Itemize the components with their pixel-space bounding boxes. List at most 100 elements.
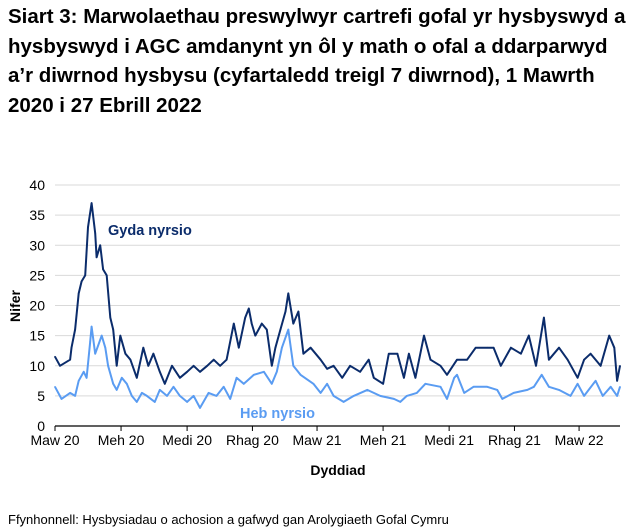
data-point [372,377,375,379]
data-point [528,334,530,337]
data-point [136,401,138,403]
x-tick-label: Meh 21 [360,432,407,448]
data-point [601,395,604,397]
data-point [396,352,399,355]
data-point [535,364,537,367]
data-point [199,370,201,373]
data-point [616,380,618,382]
data-point [131,395,133,397]
x-tick-label: Meh 20 [98,432,145,448]
data-point [80,280,83,283]
data-point [142,346,145,349]
data-point [500,364,502,367]
data-point [297,310,300,313]
data-point [225,358,228,361]
data-point [287,328,290,331]
data-point [594,380,597,382]
data-point [77,292,80,295]
data-point [456,358,458,361]
data-point [119,334,122,337]
data-point [367,358,370,361]
data-point [569,395,572,397]
data-point [120,377,123,379]
data-point [253,373,255,376]
data-point [77,380,80,382]
data-point [566,358,569,361]
data-point [472,386,475,388]
data-point [526,389,529,391]
x-tick-label: Maw 21 [293,432,342,448]
data-point [147,364,150,367]
data-point [583,395,585,397]
data-point [332,364,335,367]
data-point [423,334,425,337]
data-point [153,401,156,403]
data-point [70,346,73,349]
data-point [129,358,132,361]
y-tick-label: 0 [37,418,45,434]
data-point [583,358,585,361]
data-point [271,364,273,367]
data-point [115,364,118,367]
data-point [254,334,257,337]
data-point [403,377,405,379]
data-point [281,346,283,349]
data-point [463,392,466,394]
data-point [94,352,97,355]
data-point [619,364,621,367]
data-point [104,346,107,349]
data-point [274,346,277,349]
source-note: Ffynhonnell: Hysbysiadau o achosion a ga… [8,512,449,527]
data-point [599,364,602,367]
data-point [439,386,442,388]
data-point [408,352,410,355]
data-point [496,389,499,391]
data-point [302,352,305,355]
data-point [543,316,545,319]
data-point [235,377,238,379]
data-point [146,395,148,397]
data-point [112,328,114,331]
data-point [359,370,361,373]
data-point [299,373,302,376]
data-point [179,377,181,379]
data-point [474,346,477,349]
data-point [533,386,535,388]
data-point [59,364,61,367]
data-point [74,328,76,331]
data-point [352,395,355,397]
data-point [424,383,427,385]
data-point [125,383,128,385]
data-point [326,383,328,385]
data-point [510,346,512,349]
chart-title: Siart 3: Marwolaethau preswylwyr cartref… [8,5,626,117]
data-point [292,322,295,325]
data-point [107,364,109,367]
data-point [453,377,455,379]
data-point [212,358,215,361]
data-point [558,346,560,349]
data-point [186,370,188,373]
data-point [486,386,488,388]
data-point [271,383,273,385]
data-point [619,386,621,388]
y-tick-label: 5 [37,388,45,404]
data-point [548,386,550,388]
data-point [237,346,240,349]
data-point [446,373,448,376]
data-point [309,346,312,349]
data-point [215,395,218,397]
data-point [179,395,181,397]
data-point [319,392,322,394]
x-axis-label: Dyddiad [310,462,365,478]
data-point [512,392,515,394]
data-point [222,386,225,388]
x-tick-label: Rhag 21 [488,432,541,448]
data-point [219,364,221,367]
data-point [342,401,345,403]
data-point [326,367,328,370]
data-point [366,389,369,391]
data-point [89,340,91,343]
data-point [207,392,210,394]
